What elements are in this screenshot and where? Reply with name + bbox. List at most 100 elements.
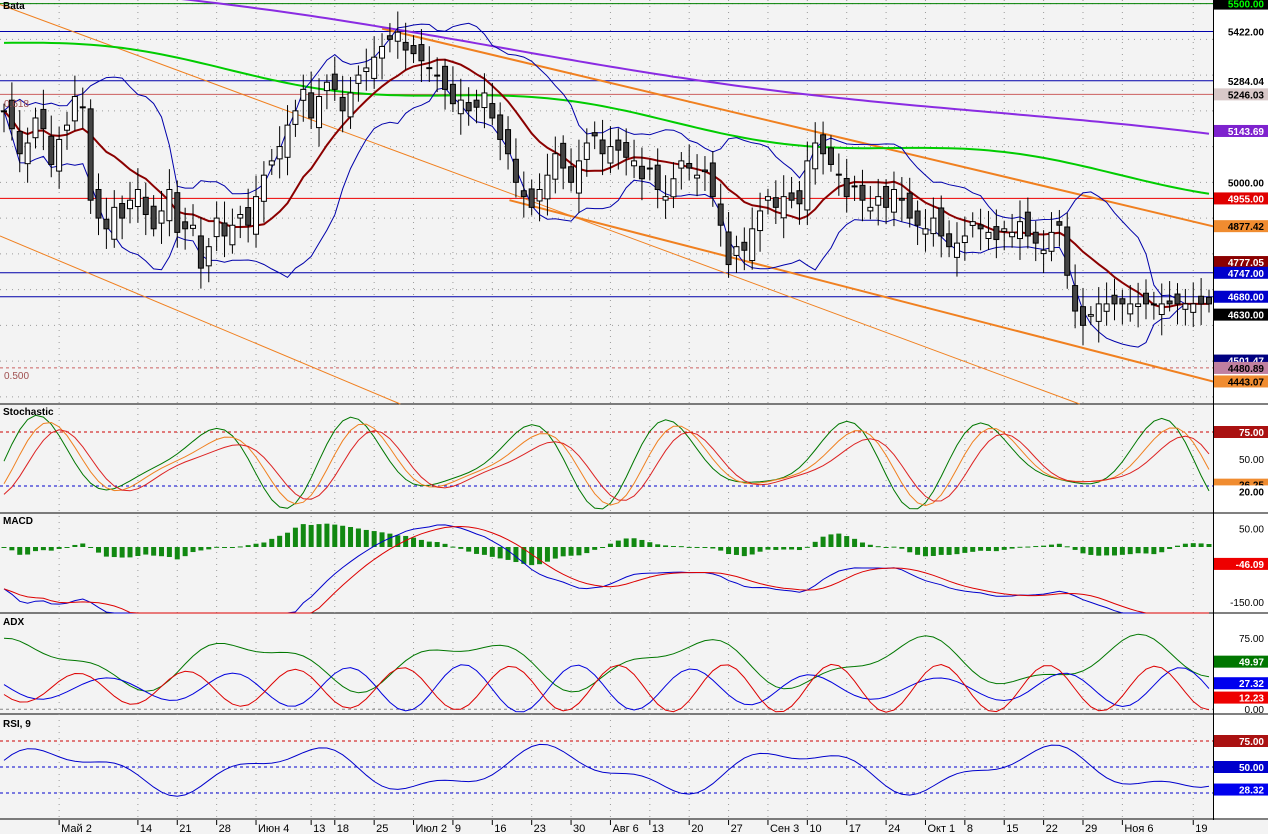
macd-histogram-bar xyxy=(922,547,928,557)
candle-body xyxy=(985,231,992,240)
candle-body xyxy=(914,210,921,226)
candle-body xyxy=(1127,303,1134,315)
macd-histogram-bar xyxy=(796,547,802,551)
macd-histogram-bar xyxy=(355,528,361,547)
candle-body xyxy=(182,221,189,230)
candle-body xyxy=(1048,231,1055,252)
price-tag-bg xyxy=(1214,290,1268,303)
candle-body xyxy=(631,160,638,167)
x-axis: Май 2 14 21 28 Июн 4 13 18 25 Июл 2 9 16 23 30 Авг 6 1… xyxy=(58,820,1207,834)
macd-histogram-bar xyxy=(151,547,157,556)
candle-body xyxy=(835,173,842,176)
indicator-tag: 49.97 xyxy=(1239,658,1264,669)
candle-body xyxy=(103,218,110,230)
fib-label-0618: 0.618 xyxy=(4,99,29,110)
macd-histogram-bar xyxy=(828,534,834,547)
axis-tick: 50.00 xyxy=(1239,455,1264,466)
macd-histogram-bar xyxy=(844,536,850,547)
bollinger-lower-line xyxy=(3,87,1209,348)
candle-body xyxy=(190,224,197,229)
candle-body xyxy=(426,67,433,70)
macd-histogram-bar xyxy=(852,538,858,547)
x-axis-label: 28 xyxy=(219,823,231,834)
price-tag: 5143.69 xyxy=(1228,127,1265,138)
macd-histogram-bar xyxy=(741,547,747,557)
macd-histogram-bar xyxy=(670,545,676,547)
macd-histogram-bar xyxy=(340,525,346,547)
macd-histogram-bar xyxy=(127,547,133,558)
rsi-line xyxy=(3,743,1210,797)
candle-body xyxy=(512,158,519,183)
price-tag: 5246.03 xyxy=(1228,90,1265,101)
candle-body xyxy=(827,147,834,165)
price-tag-bg xyxy=(1214,124,1268,137)
macd-histogram-bar xyxy=(521,547,527,564)
macd-histogram-bar xyxy=(639,539,645,547)
candle-body xyxy=(371,56,378,79)
macd-histogram-bar xyxy=(663,545,669,547)
main-pane-overlays xyxy=(0,0,1214,405)
candlesticks[interactable] xyxy=(1,11,1212,346)
candle-body xyxy=(780,196,787,219)
macd-histogram-bar xyxy=(552,547,558,559)
macd-histogram-bar xyxy=(836,533,842,547)
macd-histogram-bar xyxy=(1001,547,1007,550)
candle-body xyxy=(812,142,819,170)
candle-body xyxy=(890,188,897,213)
indicator-tag-bg xyxy=(1214,426,1268,438)
indicator-tag-bg xyxy=(1214,783,1268,796)
indicator-tag-bg xyxy=(1214,655,1268,668)
macd-histogram-bar xyxy=(647,542,653,547)
macd-histogram-bar xyxy=(174,547,180,560)
macd-histogram-bar xyxy=(135,547,141,557)
price-tag-bg xyxy=(1214,308,1268,321)
candle-body xyxy=(1040,249,1047,255)
price-tag-bg xyxy=(1214,192,1268,205)
candle-body xyxy=(796,190,803,205)
macd-histogram-bar xyxy=(993,547,999,552)
x-axis-label: 15 xyxy=(1006,823,1018,834)
macd-histogram-bar xyxy=(537,547,543,565)
candle-body xyxy=(379,45,386,59)
candle-body xyxy=(434,74,441,77)
x-axis-label: 19 xyxy=(1195,823,1207,834)
candle-body xyxy=(253,196,260,235)
macd-histogram-bar xyxy=(726,547,732,555)
macd-histogram-bar xyxy=(379,532,385,547)
candle-body xyxy=(119,203,126,219)
x-axis-label: 20 xyxy=(691,823,703,834)
macd-histogram-bar xyxy=(316,524,322,547)
macd-histogram-bar xyxy=(481,547,487,555)
price-tag: 5500.00 xyxy=(1228,0,1265,11)
candle-body xyxy=(481,92,488,109)
x-axis-label: 13 xyxy=(652,823,664,834)
macd-histogram-bar xyxy=(623,538,629,547)
adx-minus-di-line xyxy=(3,663,1210,713)
candle-body xyxy=(686,162,693,169)
price-tag: 4680.00 xyxy=(1228,293,1265,304)
stochastic-slow-line xyxy=(3,429,1210,502)
indicator-tag-bg xyxy=(1214,677,1268,690)
macd-histogram-bar xyxy=(820,536,826,547)
candle-body xyxy=(1103,303,1110,312)
price-tag: 5422.00 xyxy=(1228,27,1265,38)
candle-body xyxy=(1135,303,1142,307)
macd-histogram-bar xyxy=(403,535,409,547)
macd-histogram-bar xyxy=(631,538,637,547)
candle-body xyxy=(993,226,1000,241)
macd-histogram-bar xyxy=(970,547,976,552)
x-axis-label: 13 xyxy=(313,823,325,834)
indicator-tag: 20.00 xyxy=(1239,487,1264,498)
pane-title-macd: MACD xyxy=(3,516,33,527)
candle-body xyxy=(662,196,669,201)
x-axis-label: 16 xyxy=(494,823,506,834)
macd-histogram-bar xyxy=(899,547,905,549)
candle-body xyxy=(449,83,456,105)
macd-histogram-bar xyxy=(1009,547,1015,549)
pane-title-stochastic: Stochastic xyxy=(3,407,54,418)
macd-histogram-bar xyxy=(190,547,196,553)
x-axis-label: 21 xyxy=(179,823,191,834)
candle-body xyxy=(95,188,102,219)
